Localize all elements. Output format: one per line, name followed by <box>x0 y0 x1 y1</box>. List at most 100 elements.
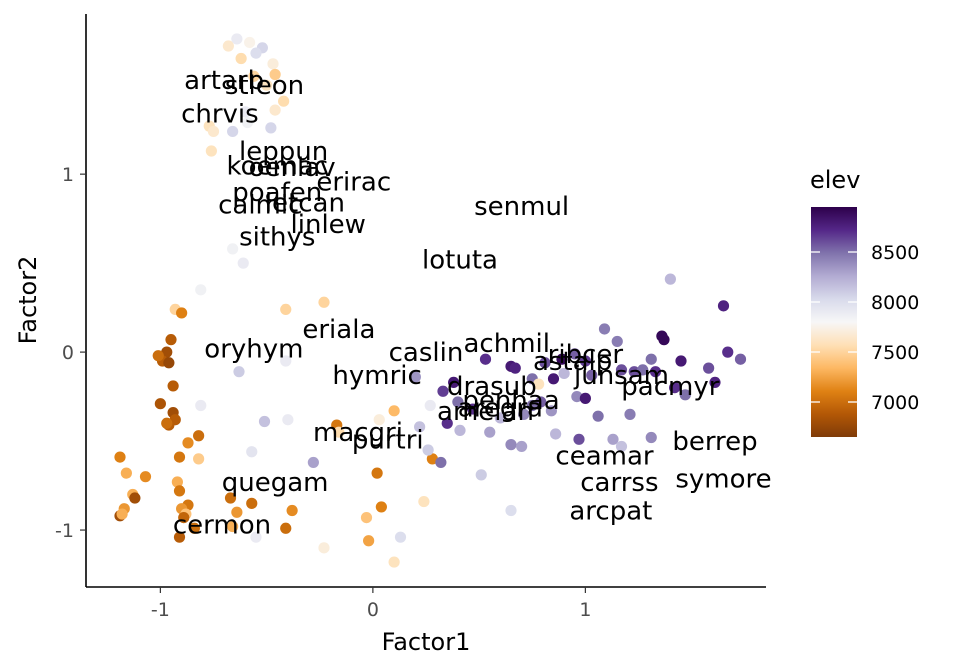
data-point <box>267 58 279 70</box>
species-label: sithys <box>239 222 315 252</box>
data-point <box>241 116 254 129</box>
data-point <box>435 456 447 469</box>
data-point <box>615 364 628 376</box>
species-label: macgri <box>313 418 403 448</box>
data-point <box>248 70 260 82</box>
data-point <box>734 353 747 365</box>
data-point <box>195 399 207 412</box>
data-point <box>556 353 568 365</box>
data-point <box>278 95 290 107</box>
data-point <box>569 348 581 360</box>
data-point <box>615 440 628 453</box>
data-point <box>363 535 375 547</box>
data-point <box>414 421 426 433</box>
data-point <box>318 542 330 554</box>
data-point <box>611 335 623 348</box>
species-label: lotuta <box>422 246 498 276</box>
species-label: symore <box>675 464 771 494</box>
data-point <box>598 323 611 335</box>
legend-colorbar <box>811 207 857 437</box>
data-point <box>505 439 517 451</box>
data-point <box>139 471 152 483</box>
data-point <box>516 440 528 453</box>
data-point <box>518 408 530 420</box>
points-layer <box>114 33 747 568</box>
data-point <box>167 380 179 392</box>
data-point <box>624 408 636 420</box>
data-point <box>448 376 460 388</box>
data-point <box>173 485 186 497</box>
y-tick-label: -1 <box>55 520 74 542</box>
data-point <box>669 382 681 394</box>
data-point <box>607 433 619 445</box>
species-label: eriala <box>302 315 375 345</box>
data-point <box>452 396 464 408</box>
data-point <box>573 433 585 445</box>
data-point <box>375 501 387 513</box>
species-label: oryhym <box>204 335 303 365</box>
data-point <box>280 355 292 367</box>
species-label: ribcer <box>548 340 624 370</box>
data-point <box>409 371 421 383</box>
species-label: penhaa <box>462 386 559 416</box>
data-point <box>246 497 258 509</box>
data-point <box>182 437 194 449</box>
legend-ticks: 8500 8000 7500 7000 <box>811 242 919 414</box>
data-point <box>269 104 281 116</box>
data-point <box>509 362 521 374</box>
data-point <box>454 424 466 437</box>
data-point <box>280 303 292 315</box>
data-point <box>163 357 175 369</box>
data-point <box>171 476 183 488</box>
data-point <box>550 428 562 440</box>
species-label: astalp <box>533 347 612 377</box>
data-point <box>173 451 186 463</box>
species-label: stleon <box>225 71 304 101</box>
data-point <box>675 355 687 367</box>
data-point <box>195 284 207 296</box>
legend-tick-label: 7500 <box>871 342 919 364</box>
data-point <box>394 531 407 543</box>
data-point <box>388 405 400 417</box>
data-point <box>154 398 166 410</box>
data-point <box>207 125 220 138</box>
data-point <box>579 392 591 404</box>
data-point <box>129 492 141 504</box>
data-point <box>479 353 492 365</box>
x-ticks: -1 0 1 <box>151 587 591 621</box>
data-point <box>360 511 373 524</box>
data-point <box>426 453 438 465</box>
data-point <box>193 430 205 442</box>
data-point <box>165 334 177 346</box>
data-point <box>161 346 173 358</box>
data-point <box>645 431 657 444</box>
data-point <box>371 467 383 479</box>
data-point <box>261 79 273 91</box>
data-point <box>224 492 237 504</box>
species-label: carrss <box>580 468 658 498</box>
y-tick-label: 1 <box>62 164 74 186</box>
species-label: arcpat <box>569 496 652 526</box>
data-point <box>547 373 560 385</box>
data-point <box>227 243 239 255</box>
data-point <box>244 36 256 49</box>
data-point <box>239 106 251 118</box>
species-label: junsam <box>573 361 669 391</box>
data-point <box>282 414 294 426</box>
species-label: caslin <box>389 338 464 368</box>
species-label: artarb <box>184 66 264 96</box>
data-point <box>161 417 173 429</box>
species-label: berrep <box>672 427 757 457</box>
legend-tick-label: 8500 <box>871 242 919 264</box>
data-point <box>494 412 506 424</box>
data-point <box>679 389 691 401</box>
species-label: amelan <box>437 397 534 427</box>
data-point <box>441 417 453 429</box>
data-point <box>227 125 239 138</box>
species-label: senmul <box>474 192 569 222</box>
species-label: erirac <box>316 167 391 197</box>
data-point <box>475 469 487 481</box>
species-label: quegam <box>222 468 329 498</box>
data-point <box>176 307 188 319</box>
